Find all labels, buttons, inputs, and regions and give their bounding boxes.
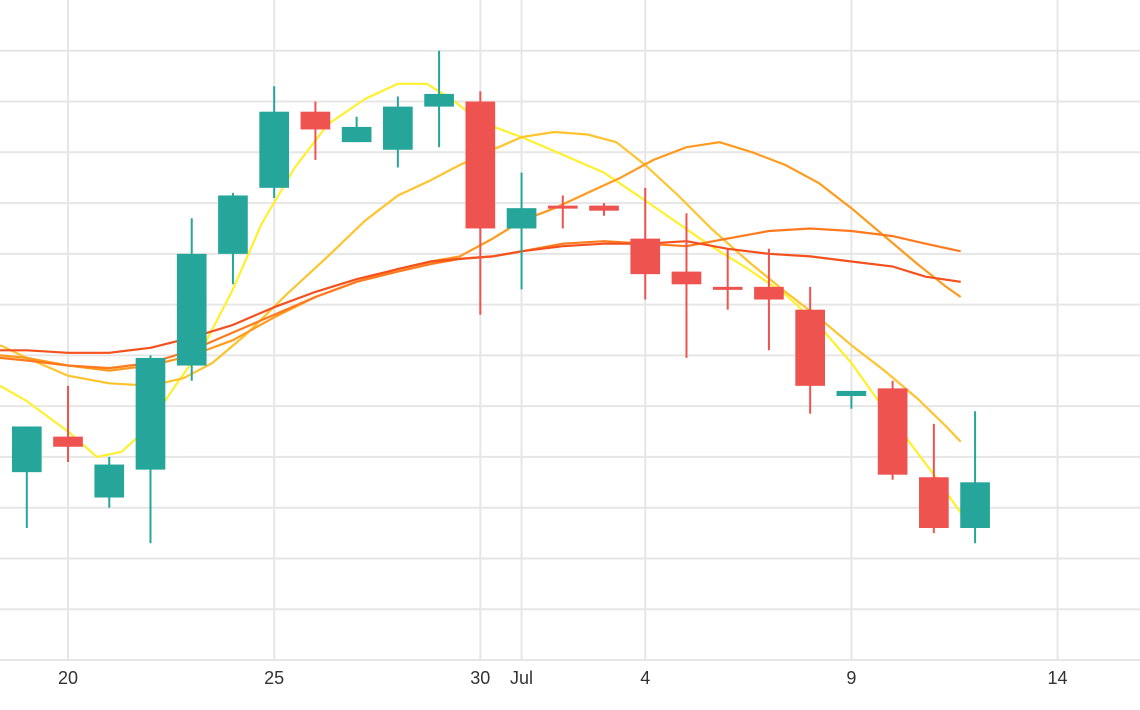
candle-body <box>836 390 867 396</box>
candle-body <box>341 126 372 143</box>
candle-body <box>383 106 413 150</box>
x-tick-label: 14 <box>1048 668 1068 688</box>
x-tick-label: 25 <box>264 668 284 688</box>
candle <box>754 248 784 351</box>
candle <box>259 86 290 198</box>
candle-body <box>630 238 661 275</box>
candle <box>424 50 454 148</box>
vertical-gridlines <box>67 0 1059 660</box>
candle-body <box>135 357 166 470</box>
candle <box>11 426 42 528</box>
candle-body <box>919 477 949 528</box>
x-tick-label: Jul <box>510 668 533 688</box>
candle <box>877 380 908 480</box>
candle <box>547 195 578 229</box>
candle-body <box>94 464 125 498</box>
candle-body <box>712 286 743 290</box>
candle-body <box>176 253 207 366</box>
candle-body <box>300 111 331 130</box>
candles <box>11 50 990 544</box>
x-tick-label: 20 <box>58 668 78 688</box>
candle-body <box>11 426 42 473</box>
candle-body <box>671 271 702 285</box>
candle <box>53 385 83 462</box>
candle <box>795 286 826 414</box>
candle <box>506 172 537 290</box>
candle <box>300 101 331 160</box>
candle <box>176 218 207 381</box>
candle <box>94 456 125 508</box>
candle-body <box>795 309 826 386</box>
candle <box>630 187 661 300</box>
x-axis-tick-labels: 20 25 30 Jul 4 9 14 <box>58 668 1068 688</box>
candle-body <box>465 101 496 229</box>
candle <box>712 248 743 310</box>
candle-body <box>589 205 619 211</box>
candle <box>671 213 702 358</box>
candle-body <box>960 482 990 528</box>
candle <box>589 203 619 216</box>
candle-body <box>424 93 454 107</box>
horizontal-gridlines <box>0 49 1140 661</box>
candle-body <box>877 388 908 475</box>
candle-body <box>547 205 578 209</box>
candle <box>465 91 496 315</box>
candle-body <box>218 195 248 254</box>
candle <box>836 390 867 409</box>
candle-body <box>506 208 537 229</box>
candle <box>341 116 372 143</box>
x-tick-label: 9 <box>846 668 856 688</box>
x-tick-label: 30 <box>470 668 490 688</box>
candle <box>919 423 949 534</box>
moving-average-line <box>0 240 961 354</box>
candle <box>383 96 413 168</box>
candle-body <box>259 111 290 188</box>
x-tick-label: 4 <box>640 668 650 688</box>
candle-body <box>754 286 784 300</box>
candle <box>135 355 166 544</box>
candle <box>218 192 248 285</box>
candle <box>960 411 990 544</box>
candle-body <box>53 436 83 447</box>
